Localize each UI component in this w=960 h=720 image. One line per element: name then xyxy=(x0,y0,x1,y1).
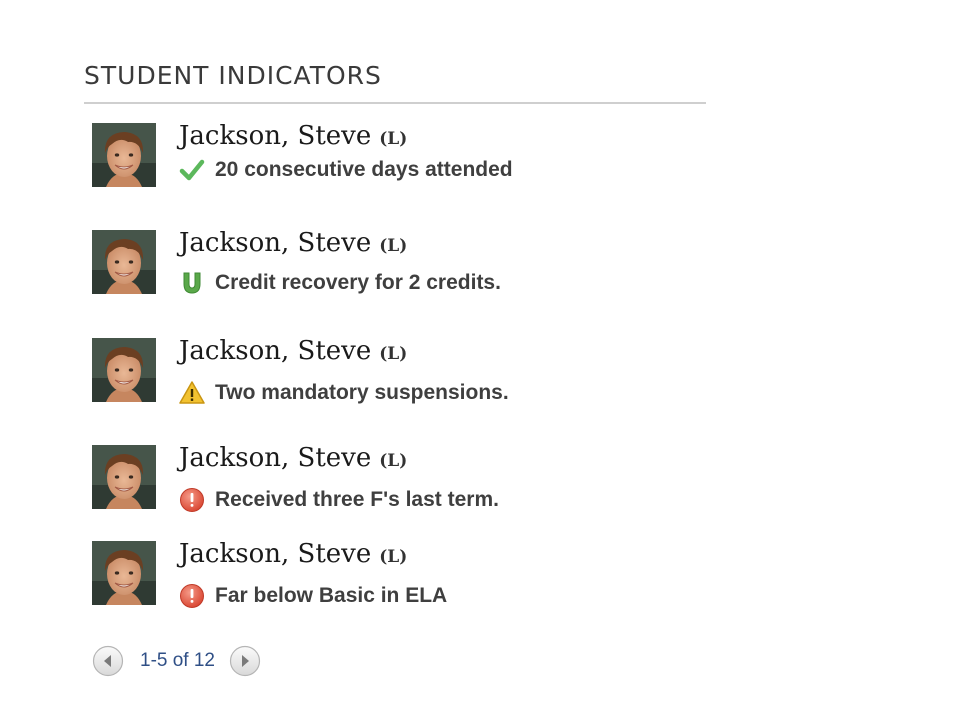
student-row[interactable]: Jackson, Steve (L) Far below Basic in ELA xyxy=(92,538,692,608)
student-name-line: Jackson, Steve (L) xyxy=(179,120,407,152)
alert-icon xyxy=(180,488,204,512)
indicator-text: Credit recovery for 2 credits. xyxy=(215,271,501,294)
student-row[interactable]: Jackson, Steve (L) Two mandatory suspensi… xyxy=(92,335,692,405)
student-tag: (L) xyxy=(379,547,408,567)
student-name[interactable]: Jackson, Steve xyxy=(179,121,372,151)
indicator-line: Two mandatory suspensions. xyxy=(179,379,509,407)
indicator-line: 20 consecutive days attended xyxy=(179,156,513,184)
student-name[interactable]: Jackson, Steve xyxy=(179,336,372,366)
student-indicators-panel: STUDENT INDICATORS xyxy=(84,58,706,104)
student-tag: (L) xyxy=(379,344,408,364)
indicator-text: Far below Basic in ELA xyxy=(215,584,448,607)
student-name[interactable]: Jackson, Steve xyxy=(179,228,372,258)
student-row[interactable]: Jackson, Steve (L) Received three F's las… xyxy=(92,442,692,512)
avatar xyxy=(92,541,156,605)
check-icon xyxy=(179,159,205,181)
title-divider xyxy=(84,102,706,104)
student-name-line: Jackson, Steve (L) xyxy=(179,538,407,570)
student-name-line: Jackson, Steve (L) xyxy=(179,442,407,474)
student-tag: (L) xyxy=(379,129,408,149)
student-row[interactable]: Jackson, Steve (L) Credit recovery for 2 … xyxy=(92,227,692,297)
indicator-text: Received three F's last term. xyxy=(215,488,499,511)
next-arrow-icon[interactable] xyxy=(229,645,261,677)
student-name[interactable]: Jackson, Steve xyxy=(179,539,372,569)
student-name-line: Jackson, Steve (L) xyxy=(179,227,407,259)
pagination: 1-5 of 12 xyxy=(92,645,261,679)
student-name[interactable]: Jackson, Steve xyxy=(179,443,372,473)
indicator-line: Received three F's last term. xyxy=(179,486,499,514)
prev-arrow-icon[interactable] xyxy=(92,645,124,677)
warning-icon xyxy=(179,381,205,404)
indicator-text: Two mandatory suspensions. xyxy=(215,381,509,404)
avatar xyxy=(92,230,156,294)
panel-title: STUDENT INDICATORS xyxy=(84,61,382,90)
student-name-line: Jackson, Steve (L) xyxy=(179,335,407,367)
student-tag: (L) xyxy=(379,236,408,256)
avatar xyxy=(92,445,156,509)
student-tag: (L) xyxy=(379,451,408,471)
avatar xyxy=(92,338,156,402)
alert-icon xyxy=(180,584,204,608)
avatar xyxy=(92,123,156,187)
indicator-line: Far below Basic in ELA xyxy=(179,582,447,610)
pagination-label: 1-5 of 12 xyxy=(140,650,215,671)
credit-recovery-icon xyxy=(183,272,201,294)
indicator-text: 20 consecutive days attended xyxy=(215,158,513,181)
indicator-line: Credit recovery for 2 credits. xyxy=(179,269,501,297)
student-row[interactable]: Jackson, Steve (L) 20 consecutive days at… xyxy=(92,120,692,190)
